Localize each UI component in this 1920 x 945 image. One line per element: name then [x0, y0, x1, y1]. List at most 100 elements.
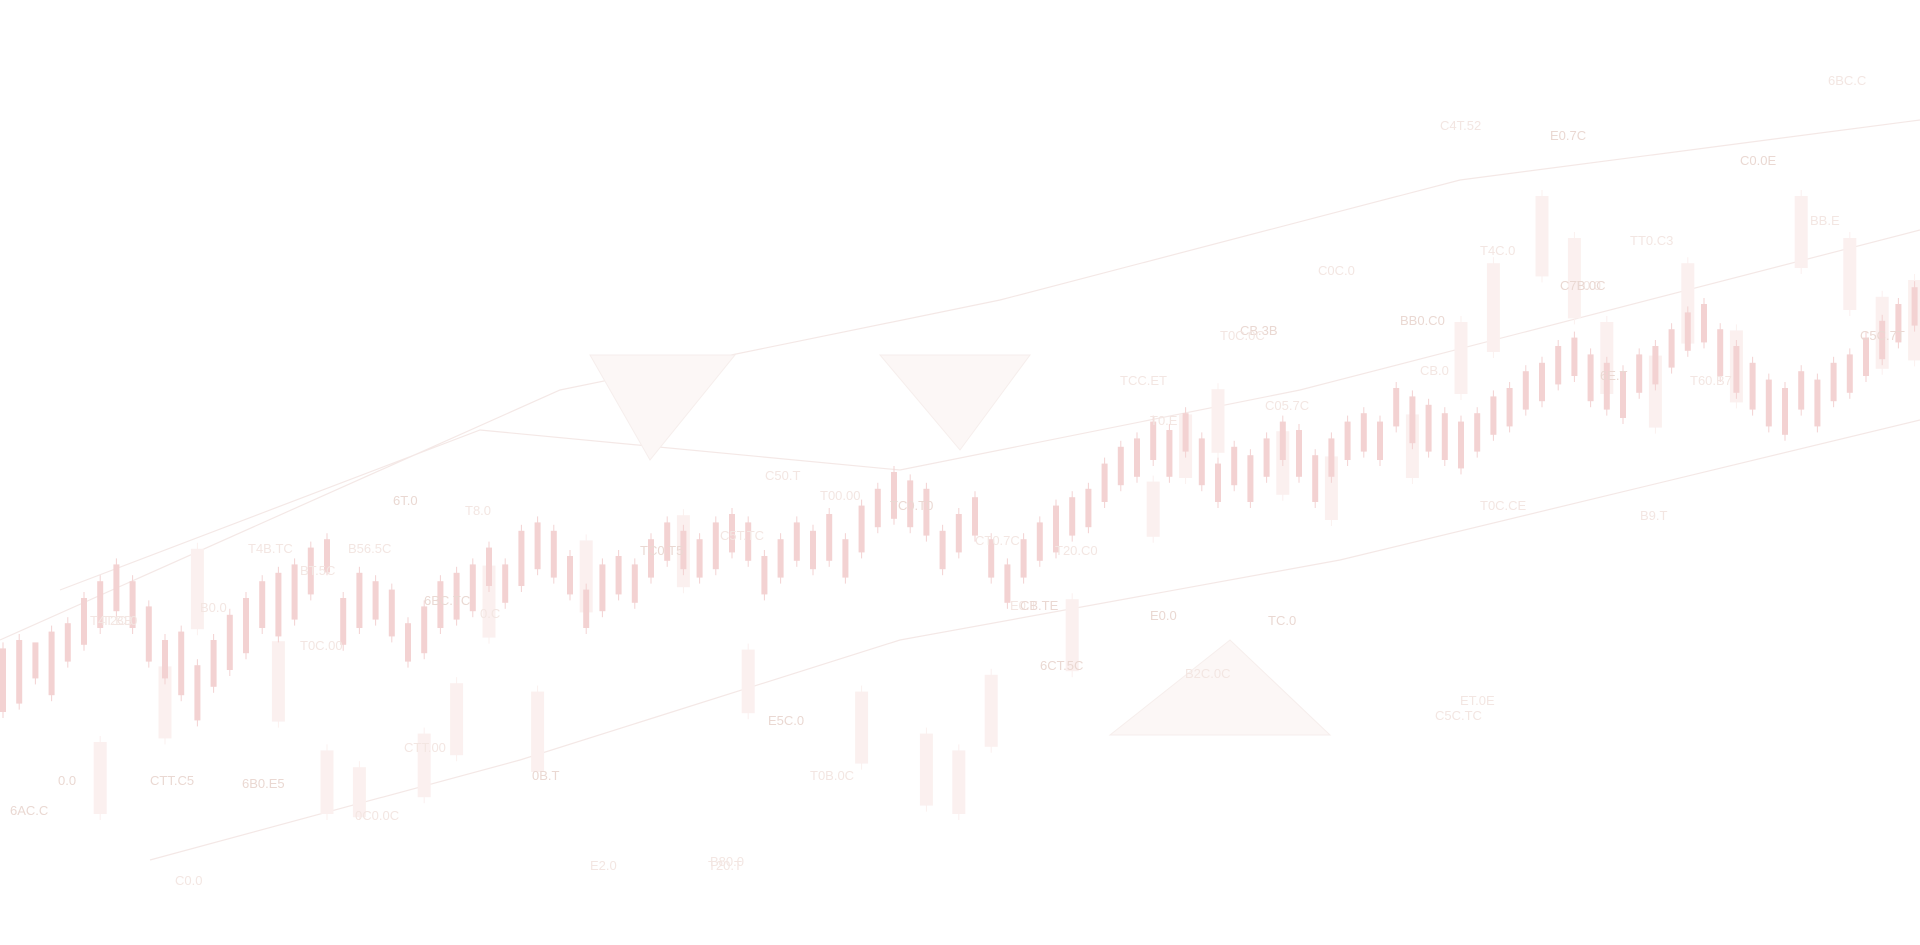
candle — [1053, 499, 1059, 559]
candle — [1684, 306, 1691, 357]
candle-body — [972, 497, 978, 536]
watermark-label: T4T.BB — [90, 613, 133, 628]
candle — [190, 542, 204, 636]
watermark-label: T0C.CE — [1480, 498, 1527, 513]
watermark-label: C50.T — [765, 468, 800, 483]
candle-body — [16, 640, 23, 704]
candle — [858, 499, 865, 559]
candle-body — [1247, 455, 1254, 502]
candle — [1231, 440, 1238, 492]
watermark-label: TT0.C3 — [1630, 233, 1673, 248]
candle — [1539, 356, 1545, 408]
candle — [1134, 432, 1140, 483]
candle-body — [1782, 388, 1788, 435]
watermark-label: BT.5C — [300, 563, 335, 578]
candle — [1895, 298, 1902, 349]
watermark-label: T8.0 — [465, 503, 491, 518]
candle-body — [48, 631, 55, 696]
candle — [1036, 516, 1043, 567]
candle-body — [988, 539, 995, 578]
candle — [891, 466, 897, 525]
candle-body — [1506, 388, 1513, 427]
candle — [437, 575, 444, 634]
candle — [421, 600, 428, 660]
candle — [210, 634, 217, 693]
candle — [1652, 340, 1659, 391]
watermark-label: 6AC.C — [10, 803, 48, 818]
candle — [1911, 281, 1918, 332]
candle-body — [955, 514, 962, 553]
candle — [259, 575, 266, 634]
candle-body — [145, 606, 152, 662]
watermark-label: C0.0E — [1740, 153, 1776, 168]
candle-body — [259, 581, 266, 628]
candle-body — [567, 556, 573, 595]
candle-body — [1555, 346, 1562, 385]
candle-body — [919, 733, 933, 806]
candle-body — [874, 488, 881, 528]
watermark-label: T4B.TC — [248, 541, 293, 556]
candle-body — [1263, 438, 1270, 477]
watermark-label: C0C.0 — [1318, 263, 1355, 278]
watermark-label: C4T.52 — [1440, 118, 1481, 133]
candle-body — [1895, 304, 1902, 343]
candle-body — [0, 648, 6, 712]
candle — [1620, 365, 1626, 424]
candle-body — [1134, 438, 1140, 477]
candle — [1146, 475, 1160, 543]
candle — [405, 617, 411, 668]
watermark-label: C5C.TC — [1435, 708, 1482, 723]
candle — [372, 575, 379, 626]
candle-body — [1571, 337, 1578, 376]
watermark-label: CB.3B — [1240, 323, 1278, 338]
candle-body — [907, 480, 914, 528]
watermark-label: T0.E — [1150, 413, 1178, 428]
watermark-label: 0B.T — [532, 768, 560, 783]
candle — [271, 635, 285, 728]
candle-body — [1312, 455, 1319, 502]
candle — [550, 524, 557, 584]
candle — [1733, 340, 1740, 399]
candle — [1843, 232, 1857, 316]
candle — [1474, 407, 1481, 458]
candle — [534, 516, 541, 576]
candle — [64, 617, 71, 668]
candle — [275, 566, 282, 643]
candle — [1004, 558, 1011, 609]
candle — [388, 583, 395, 643]
candle-body — [793, 522, 800, 561]
candle — [324, 533, 330, 576]
watermark-label: BB0.C0 — [1400, 313, 1445, 328]
candle-body — [356, 572, 363, 628]
candle — [984, 668, 998, 753]
candle-body — [631, 564, 638, 603]
candle-body — [1830, 362, 1837, 402]
candle — [1425, 398, 1432, 458]
watermark-label: C05.7C — [1265, 398, 1309, 413]
candle — [874, 482, 881, 534]
candle-body — [352, 767, 366, 818]
candle-body — [1393, 388, 1400, 427]
candle-body — [437, 581, 444, 628]
candle — [356, 566, 363, 634]
candle-body — [1846, 354, 1853, 393]
watermark-label: T00.00 — [820, 488, 860, 503]
watermark-label: 0.0 — [58, 773, 76, 788]
candle-body — [1454, 322, 1468, 394]
candle-body — [340, 598, 347, 645]
candle-body — [1231, 446, 1238, 486]
watermark-triangle — [878, 354, 1031, 451]
watermark-label: BB.E — [1810, 213, 1840, 228]
watermark-label: 0.C — [480, 606, 500, 621]
watermark-label: E0.7C — [1550, 128, 1586, 143]
candle-body — [1069, 497, 1076, 536]
candle — [1765, 373, 1772, 433]
candle-body — [1020, 539, 1027, 578]
watermark-label: C7B.0C — [1560, 278, 1606, 293]
candle — [1535, 190, 1549, 283]
candle — [810, 524, 816, 576]
candle — [1798, 365, 1805, 416]
candle-body — [1458, 421, 1464, 469]
candle-body — [1843, 238, 1857, 310]
candle — [680, 524, 687, 576]
